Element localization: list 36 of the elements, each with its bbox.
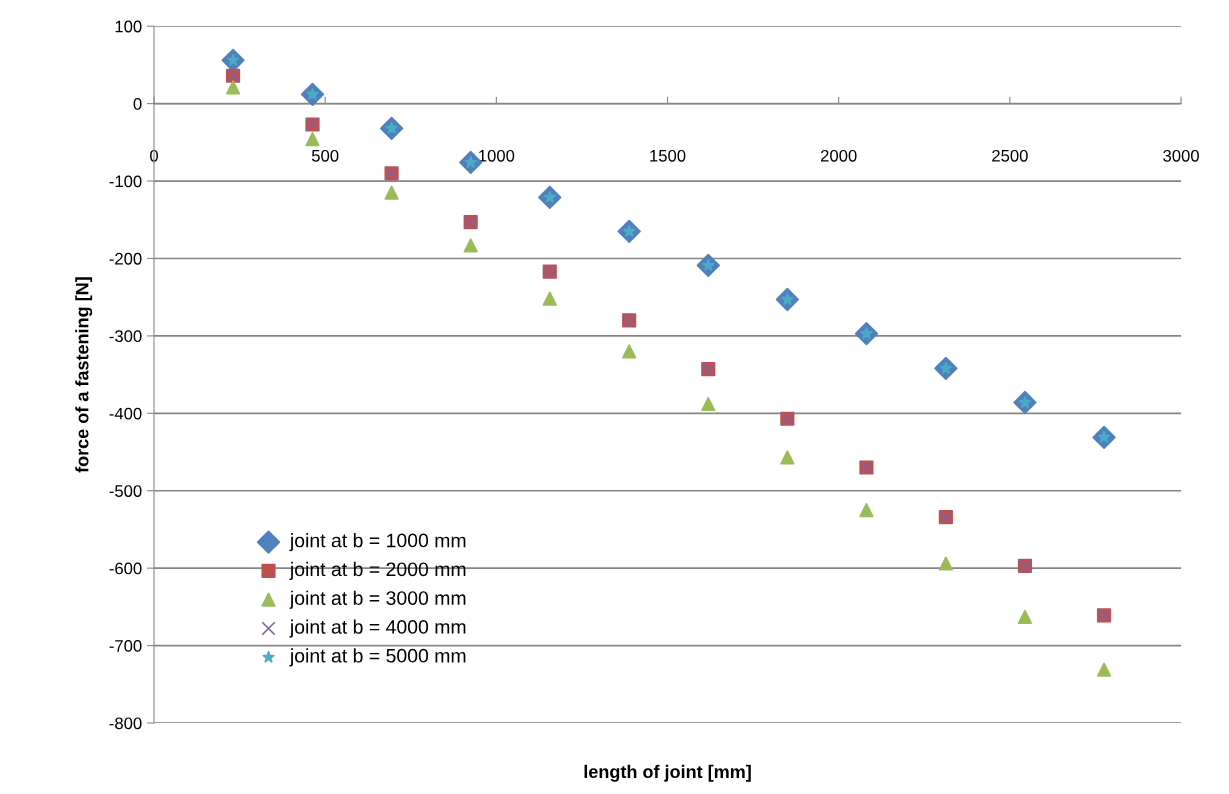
- x-tick-label: 1000: [479, 149, 515, 162]
- y-tick-label: -400: [109, 407, 142, 420]
- legend-label: joint at b = 4000 mm: [289, 619, 466, 638]
- point: [701, 396, 716, 412]
- point: [463, 238, 478, 253]
- y-tick-label: -200: [109, 252, 142, 265]
- x-tick-label: 1500: [650, 149, 686, 162]
- point: [305, 132, 320, 147]
- y-tick-label: -100: [109, 175, 142, 188]
- legend-label: joint at b = 2000 mm: [289, 561, 466, 580]
- legend-label: joint at b = 3000 mm: [289, 590, 466, 609]
- point: [938, 556, 953, 571]
- point: [1017, 609, 1033, 625]
- point: [1096, 662, 1112, 677]
- x-tick-label: 2000: [821, 149, 857, 162]
- y-tick-label: -700: [109, 639, 142, 652]
- y-tick-label: -300: [109, 330, 142, 343]
- point: [859, 503, 874, 518]
- point: [384, 185, 399, 200]
- x-axis-title: length of joint [mm]: [584, 764, 751, 782]
- y-tick-label: 100: [115, 20, 142, 33]
- x-tick-label: 2500: [992, 149, 1028, 162]
- y-axis-title: force of a fastening [N]: [75, 277, 93, 473]
- point: [542, 291, 557, 306]
- legend-label: joint at b = 1000 mm: [289, 533, 466, 552]
- point: [225, 80, 241, 95]
- point: [622, 344, 637, 359]
- y-tick-label: -600: [109, 562, 142, 575]
- x-tick-label: 500: [311, 149, 339, 162]
- x-tick-label: 0: [150, 149, 158, 162]
- legend-label: joint at b = 5000 mm: [289, 648, 466, 667]
- point: [780, 450, 795, 465]
- y-tick-label: -800: [109, 717, 142, 730]
- y-tick-label: -500: [109, 485, 142, 497]
- y-tick-label: 0: [133, 98, 142, 110]
- x-tick-label: 3000: [1163, 149, 1199, 162]
